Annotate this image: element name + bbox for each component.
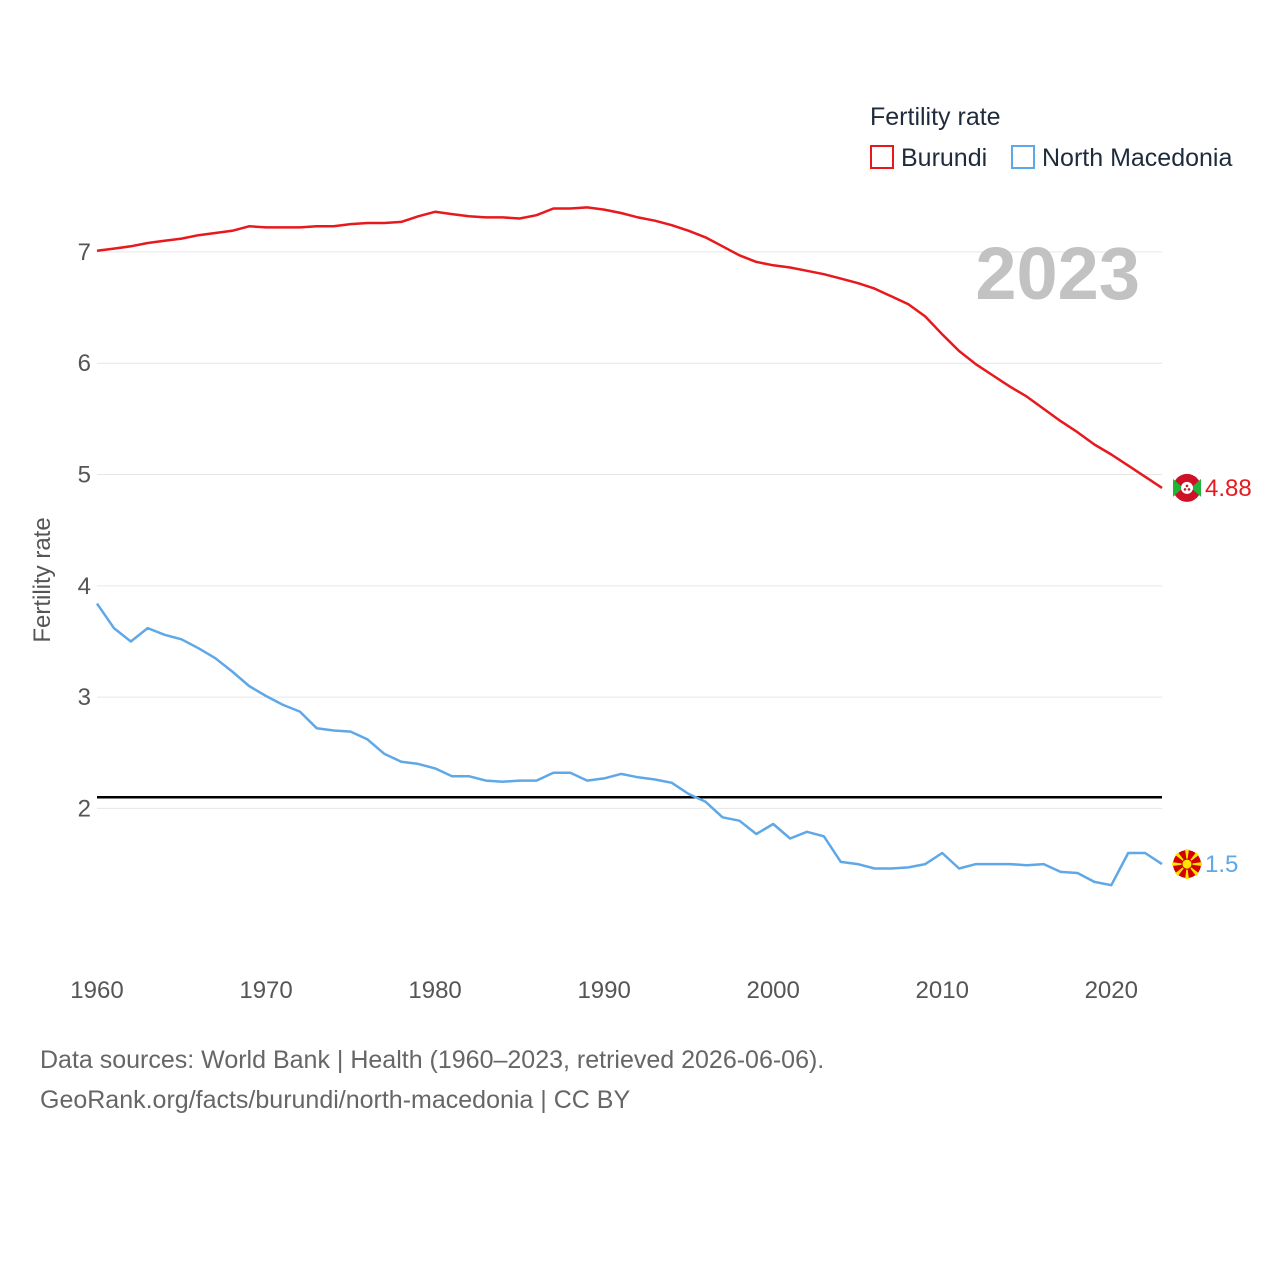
y-tick-label: 4 [78, 573, 91, 600]
grid-lines [97, 251, 1162, 809]
x-tick-label: 2010 [916, 977, 969, 1004]
end-label-burundi: 4.88 [1205, 475, 1252, 502]
x-tick-label: 1980 [408, 977, 461, 1004]
series-line-burundi[interactable] [96, 206, 1163, 489]
y-tick-label: 6 [78, 350, 91, 377]
burundi-flag-icon [1173, 473, 1201, 502]
y-axis-label: Fertility rate [29, 517, 56, 642]
north-macedonia-flag-icon [1172, 849, 1202, 879]
y-axis-ticks: 2 3 4 5 6 7 [78, 239, 91, 823]
series-line-north-macedonia[interactable] [95, 602, 1163, 887]
source-line-1: Data sources: World Bank | Health (1960–… [40, 1046, 825, 1074]
legend: Fertility rate Burundi North Macedonia [870, 103, 1232, 172]
legend-label-burundi[interactable]: Burundi [901, 144, 987, 172]
series-lines [95, 206, 1163, 887]
fertility-chart: 2 3 4 5 6 7 1960 1970 1980 1990 2000 2010 2020 2023… [29, 103, 1252, 1004]
end-markers: 4.88 1.5 [1172, 473, 1252, 879]
source-note: Data sources: World Bank | Health (1960–… [40, 1040, 824, 1120]
year-label: 2023 [975, 232, 1140, 315]
y-tick-label: 5 [78, 462, 91, 489]
end-label-north-macedonia: 1.5 [1205, 851, 1238, 878]
legend-label-north-macedonia[interactable]: North Macedonia [1042, 144, 1232, 172]
x-axis-ticks: 1960 1970 1980 1990 2000 2010 2020 [70, 977, 1138, 1004]
source-line-2[interactable]: GeoRank.org/facts/burundi/north-macedoni… [40, 1086, 631, 1114]
y-tick-label: 2 [78, 795, 91, 822]
x-tick-label: 2020 [1085, 977, 1138, 1004]
x-tick-label: 1970 [239, 977, 292, 1004]
legend-title: Fertility rate [870, 103, 1001, 131]
x-tick-label: 1960 [70, 977, 123, 1004]
x-tick-label: 1990 [577, 977, 630, 1004]
y-tick-label: 7 [78, 239, 91, 266]
x-tick-label: 2000 [746, 977, 799, 1004]
y-tick-label: 3 [78, 684, 91, 711]
legend-swatch-burundi[interactable] [870, 145, 894, 169]
legend-swatch-north-macedonia[interactable] [1011, 145, 1035, 169]
